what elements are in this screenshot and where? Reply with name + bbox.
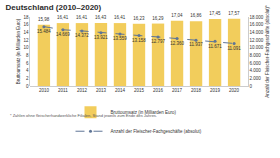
- svg-text:0: 0: [26, 84, 29, 89]
- svg-text:2014: 2014: [115, 88, 126, 93]
- svg-text:Deutschland (2010–2020): Deutschland (2010–2020): [6, 3, 102, 12]
- svg-text:Bruttoumsatz (in Milliarden Eu: Bruttoumsatz (in Milliarden Euro): [111, 110, 177, 115]
- svg-text:2016: 2016: [153, 88, 164, 93]
- svg-text:18.000: 18.000: [249, 15, 263, 20]
- svg-text:Anzahl der Fleischer-Fachgesch: Anzahl der Fleischer-Fachgeschäfte (abso…: [111, 129, 202, 134]
- svg-text:16,41: 16,41: [57, 15, 69, 20]
- svg-text:6.000: 6.000: [249, 61, 261, 66]
- svg-text:16: 16: [24, 22, 30, 27]
- svg-text:14.372: 14.372: [75, 33, 89, 38]
- svg-text:17,57: 17,57: [228, 11, 240, 16]
- svg-text:16,86: 16,86: [190, 13, 202, 18]
- svg-text:Anzahl der Fleischer-Fachgesch: Anzahl der Fleischer-Fachgeschäfte (abso…: [265, 5, 270, 98]
- svg-text:11.091: 11.091: [227, 46, 241, 51]
- svg-text:Bruttoumsatz (in Milliarden Eu: Bruttoumsatz (in Milliarden Euro): [16, 18, 21, 84]
- svg-text:4.000: 4.000: [249, 68, 261, 73]
- svg-text:8: 8: [26, 53, 29, 58]
- svg-text:2.000: 2.000: [249, 76, 261, 81]
- svg-text:6: 6: [26, 61, 29, 66]
- svg-text:0: 0: [249, 84, 252, 89]
- svg-text:13.158: 13.158: [132, 38, 146, 43]
- svg-text:12: 12: [24, 38, 30, 43]
- svg-text:4: 4: [26, 68, 29, 73]
- svg-text:16,29: 16,29: [152, 16, 164, 21]
- svg-text:15.484: 15.484: [37, 29, 51, 34]
- svg-text:2017: 2017: [172, 88, 183, 93]
- svg-text:10.000: 10.000: [249, 45, 263, 50]
- svg-text:11.671: 11.671: [208, 44, 222, 49]
- svg-text:2: 2: [26, 76, 29, 81]
- svg-text:2019: 2019: [210, 88, 221, 93]
- svg-text:16,23: 16,23: [133, 16, 145, 21]
- svg-text:2018: 2018: [191, 88, 202, 93]
- svg-text:13.921: 13.921: [94, 35, 108, 40]
- svg-text:13.559: 13.559: [113, 36, 127, 41]
- svg-text:8.000: 8.000: [249, 53, 261, 58]
- svg-text:17,04: 17,04: [171, 13, 183, 18]
- svg-text:14.669: 14.669: [56, 32, 70, 37]
- svg-text:11.937: 11.937: [189, 42, 203, 47]
- svg-text:2010: 2010: [39, 88, 50, 93]
- svg-text:2012: 2012: [77, 88, 88, 93]
- svg-text:16,41: 16,41: [114, 15, 126, 20]
- svg-text:12.000: 12.000: [249, 38, 263, 43]
- svg-text:12.797: 12.797: [151, 39, 165, 44]
- svg-text:2015: 2015: [134, 88, 145, 93]
- svg-text:16.000: 16.000: [249, 22, 263, 27]
- svg-text:2020: 2020: [229, 88, 240, 93]
- svg-text:12.360: 12.360: [170, 41, 184, 46]
- svg-text:15,98: 15,98: [38, 17, 50, 22]
- svg-text:14.000: 14.000: [249, 30, 263, 35]
- svg-text:16,41: 16,41: [76, 15, 88, 20]
- svg-text:10: 10: [24, 45, 30, 50]
- svg-text:2011: 2011: [58, 88, 68, 93]
- svg-text:2013: 2013: [96, 88, 107, 93]
- svg-text:14: 14: [24, 30, 30, 35]
- svg-text:17,45: 17,45: [209, 11, 221, 16]
- svg-text:18: 18: [24, 15, 30, 20]
- svg-text:16,43: 16,43: [95, 15, 107, 20]
- svg-text:* Zahlen ohne fleischerhandwer: * Zahlen ohne fleischerhandwerkliche Fil…: [10, 113, 157, 118]
